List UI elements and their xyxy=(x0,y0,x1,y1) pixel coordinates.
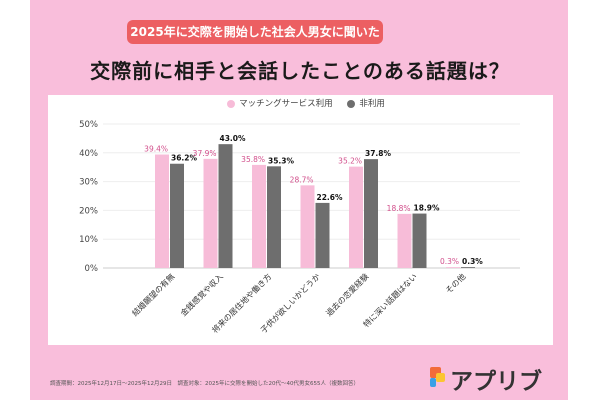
bar-non-user xyxy=(364,159,378,268)
bar-matching xyxy=(446,267,460,268)
bar-matching xyxy=(155,154,169,268)
data-label: 0.3% xyxy=(462,257,483,266)
bar-matching xyxy=(397,213,412,268)
x-tick-label: 特に深い話題はない xyxy=(361,271,419,329)
data-label: 37.8% xyxy=(365,149,392,158)
data-label: 22.6% xyxy=(317,193,344,202)
data-label: 28.7% xyxy=(290,175,314,184)
bar-matching xyxy=(300,185,315,268)
y-tick-label: 0% xyxy=(85,264,99,274)
x-tick-label: その他 xyxy=(443,271,467,295)
bar-matching xyxy=(349,166,363,268)
legend-label-1: 非利用 xyxy=(359,99,385,109)
legend: マッチングサービス利用 非利用 xyxy=(0,97,600,109)
legend-pink-swatch xyxy=(227,99,236,108)
data-label: 18.9% xyxy=(414,204,441,213)
page-title: 交際前に相手と会話したことのある話題は？ xyxy=(90,59,510,83)
x-tick-label: 金銭感覚や収入 xyxy=(178,271,225,318)
bar-non-user xyxy=(412,213,427,268)
y-tick-label: 50% xyxy=(79,120,98,130)
y-tick-label: 40% xyxy=(79,149,98,159)
y-tick-label: 20% xyxy=(79,206,98,216)
data-label: 18.8% xyxy=(387,204,411,213)
data-label: 43.0% xyxy=(220,134,247,143)
bar-non-user xyxy=(315,202,330,268)
bar-non-user xyxy=(218,144,233,268)
data-label: 35.2% xyxy=(338,157,362,166)
logo-text: アプリブ xyxy=(450,369,542,395)
y-tick-label: 10% xyxy=(79,235,98,245)
bar-matching xyxy=(203,158,218,268)
y-tick-label: 30% xyxy=(79,178,98,188)
data-label: 35.8% xyxy=(241,155,265,164)
bar-non-user xyxy=(170,163,184,268)
x-tick-label: 過去の恋愛経験 xyxy=(324,271,371,318)
data-label: 37.9% xyxy=(193,149,217,158)
legend-gray-swatch xyxy=(347,99,356,108)
survey-badge: 2025年に交際を開始した社会人男女に聞いた xyxy=(127,20,383,44)
data-label: 39.4% xyxy=(144,145,168,154)
data-label: 0.3% xyxy=(440,257,459,266)
bar-non-user xyxy=(267,166,281,268)
legend-label-0: マッチングサービス利用 xyxy=(239,99,333,109)
bar-matching xyxy=(252,164,266,268)
bar-non-user xyxy=(461,267,475,268)
survey-note: 調査期間：2025年12月17日〜2025年12月29日 調査対象：2025年に… xyxy=(50,381,359,387)
x-tick-label: 結婚願望の有無 xyxy=(130,271,177,318)
data-label: 35.3% xyxy=(268,156,295,165)
logo-mark-icon xyxy=(430,367,445,387)
data-label: 36.2% xyxy=(171,154,198,163)
